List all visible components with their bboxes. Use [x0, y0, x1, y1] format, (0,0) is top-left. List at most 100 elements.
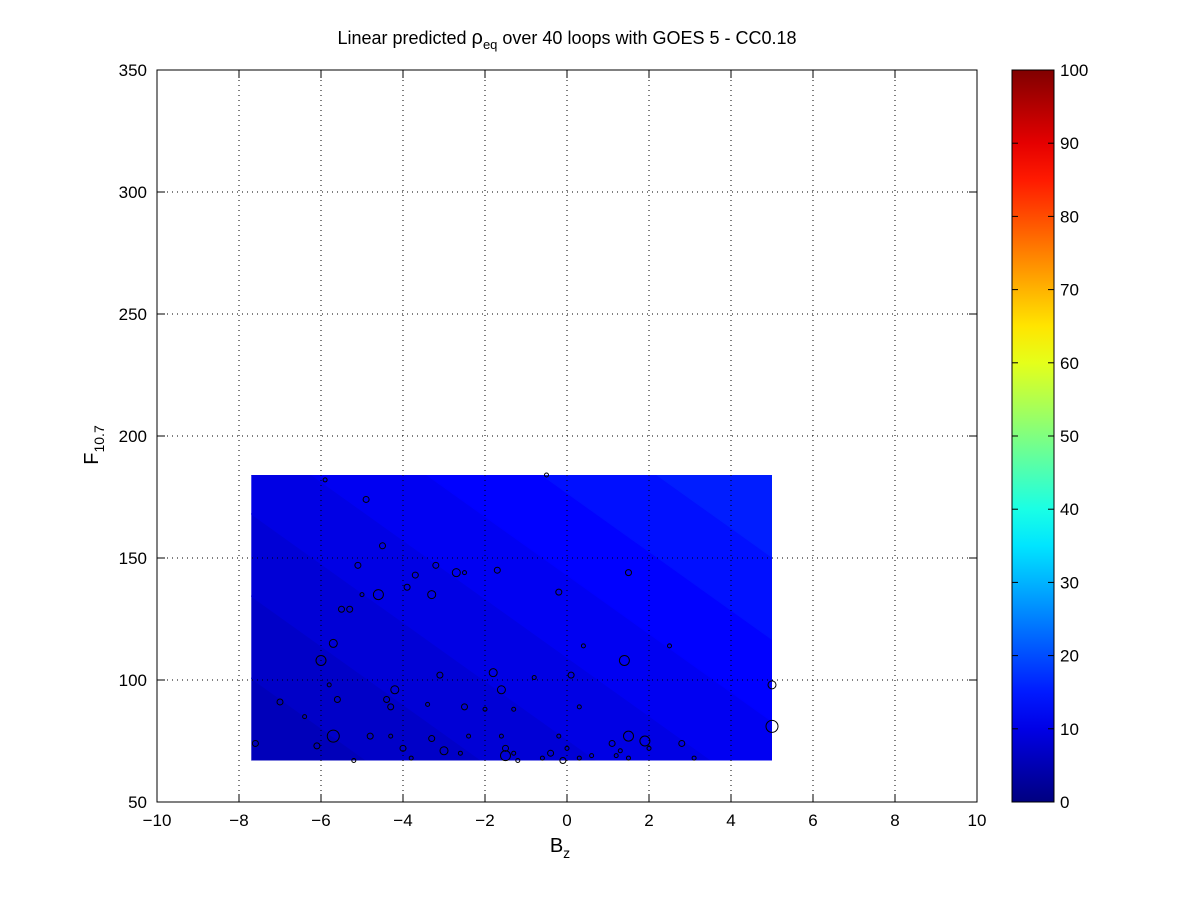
- colorbar-tick-label: 10: [1060, 720, 1079, 739]
- data-point: [328, 638, 338, 648]
- colorbar-tick-label: 20: [1060, 647, 1079, 666]
- data-point: [515, 758, 521, 764]
- x-tick-label: −2: [475, 811, 494, 830]
- data-point: [322, 477, 328, 483]
- x-tick-label: 10: [968, 811, 987, 830]
- data-point: [678, 739, 686, 747]
- data-point: [639, 735, 651, 747]
- data-point: [580, 643, 586, 649]
- data-point: [354, 561, 362, 569]
- data-point: [379, 542, 386, 550]
- contour-band: [251, 475, 713, 761]
- colorbar-tick-label: 0: [1060, 793, 1069, 812]
- data-point: [403, 583, 411, 591]
- x-tick-label: −10: [143, 811, 172, 830]
- colorbar-tick-label: 90: [1060, 134, 1079, 153]
- data-point: [765, 719, 779, 733]
- data-point: [576, 704, 582, 710]
- data-point: [436, 671, 444, 679]
- contour-region: [251, 475, 773, 761]
- data-point: [493, 566, 501, 574]
- data-point: [576, 755, 582, 761]
- data-point: [667, 643, 672, 649]
- data-point: [432, 561, 440, 569]
- data-point: [767, 680, 777, 690]
- x-tick-label: 6: [808, 811, 817, 830]
- data-point: [425, 701, 431, 707]
- data-point: [313, 742, 321, 750]
- contour-band: [426, 475, 773, 723]
- data-point: [555, 588, 563, 596]
- x-tick-label: 0: [562, 811, 571, 830]
- data-point: [372, 589, 384, 601]
- data-point: [302, 714, 308, 720]
- y-tick-label: 250: [119, 305, 147, 324]
- data-point: [556, 733, 562, 739]
- x-tick-label: −4: [393, 811, 412, 830]
- colorbar-tick-label: 40: [1060, 500, 1079, 519]
- data-point: [547, 749, 555, 757]
- data-point: [625, 569, 632, 577]
- data-point: [618, 654, 630, 666]
- data-point: [539, 755, 545, 761]
- data-point: [531, 675, 537, 681]
- data-point: [326, 682, 332, 688]
- data-point: [359, 592, 365, 598]
- data-point: [564, 745, 570, 751]
- data-point: [390, 685, 400, 695]
- data-point: [457, 750, 463, 756]
- y-tick-label: 350: [119, 61, 147, 80]
- y-axis-label: F10.7: [81, 425, 107, 465]
- data-point: [544, 472, 549, 478]
- data-point: [451, 568, 461, 578]
- x-tick-label: −6: [311, 811, 330, 830]
- data-point: [333, 696, 341, 704]
- data-point: [387, 703, 395, 711]
- colorbar-tick-label: 60: [1060, 354, 1079, 373]
- data-points: [251, 472, 779, 765]
- y-tick-label: 100: [119, 671, 147, 690]
- x-tick-label: 8: [890, 811, 899, 830]
- data-point: [346, 605, 354, 613]
- data-point: [461, 703, 468, 711]
- axis-ticks: −10 −8 −6 −4 −2 0 2 4 6 8 10 50 100 150 200 250 300 350: [119, 61, 987, 830]
- x-tick-label: −8: [229, 811, 248, 830]
- data-point: [276, 698, 284, 706]
- colorbar-tick-label: 80: [1060, 207, 1079, 226]
- data-point: [439, 746, 449, 756]
- data-point: [567, 671, 575, 679]
- colorbar-ticks: 0 10 20 30 40 50 60 70 80 90 100: [1012, 61, 1088, 812]
- data-point: [559, 757, 567, 765]
- data-point: [427, 590, 437, 600]
- data-point: [366, 732, 374, 740]
- colorbar-tick-label: 50: [1060, 427, 1079, 446]
- data-point: [482, 706, 488, 712]
- data-point: [338, 605, 345, 613]
- data-point: [623, 730, 634, 742]
- y-tick-label: 300: [119, 183, 147, 202]
- data-point: [428, 735, 436, 743]
- data-point: [326, 729, 340, 743]
- data-point: [646, 745, 652, 751]
- data-point: [351, 758, 357, 764]
- data-point: [691, 755, 697, 761]
- data-point: [362, 495, 370, 503]
- colorbar-tick-label: 30: [1060, 573, 1079, 592]
- colorbar-tick-label: 70: [1060, 281, 1079, 300]
- contour-bands: [251, 475, 773, 761]
- data-point: [488, 668, 498, 678]
- data-point: [496, 685, 506, 695]
- contour-band: [656, 475, 773, 558]
- data-point: [613, 753, 619, 759]
- x-tick-label: 2: [644, 811, 653, 830]
- x-tick-label: 4: [726, 811, 735, 830]
- data-point: [511, 706, 517, 712]
- data-point: [511, 750, 517, 756]
- data-point: [617, 748, 623, 754]
- data-point: [251, 739, 259, 747]
- data-point: [315, 654, 327, 666]
- data-point: [500, 750, 511, 762]
- data-point: [399, 744, 407, 752]
- grid-lines: [157, 70, 977, 802]
